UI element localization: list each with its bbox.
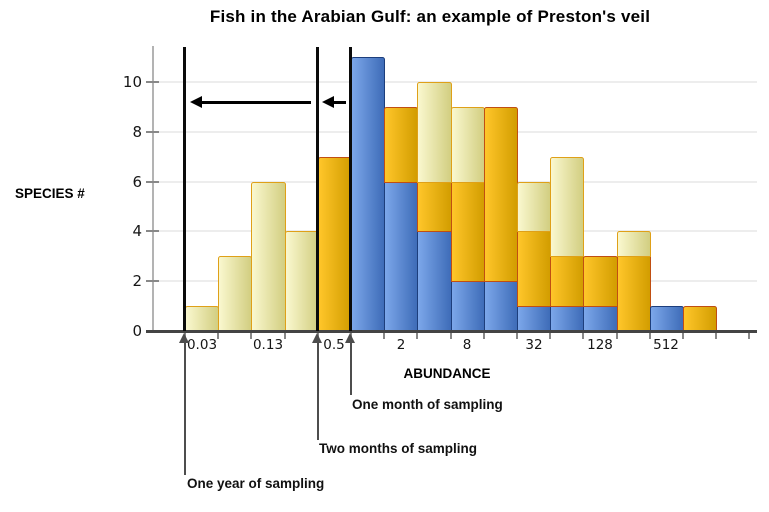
y-axis-title: SPECIES # <box>15 186 85 201</box>
bar-segment-yellow <box>218 256 252 331</box>
x-tick <box>250 333 252 339</box>
annotation-line <box>350 342 352 395</box>
y-tick-label: 0 <box>132 322 142 340</box>
up-arrow-icon <box>345 333 355 343</box>
left-arrow-line <box>200 101 311 104</box>
bar-segment-blue <box>550 306 584 331</box>
veil-line <box>182 47 186 331</box>
bar-segment-orange <box>417 182 452 232</box>
chart-title: Fish in the Arabian Gulf: an example of … <box>209 7 651 26</box>
x-tick-label: 0.5 <box>323 337 345 353</box>
bar-segment-orange <box>550 256 584 307</box>
y-tick-label: 10 <box>122 73 142 91</box>
x-tick <box>715 333 717 339</box>
y-tick-label: 6 <box>132 173 142 191</box>
x-tick-label: 32 <box>525 337 543 353</box>
bar-segment-orange <box>451 182 485 282</box>
bar-segment-yellow <box>185 306 219 331</box>
x-tick-label: 128 <box>587 337 613 353</box>
y-axis-line <box>152 46 154 333</box>
bar-segment-orange <box>384 107 418 183</box>
annotation-line <box>184 342 186 475</box>
up-arrow-icon <box>312 333 322 343</box>
bar-segment-yellow <box>517 182 551 232</box>
veil-line <box>315 47 319 331</box>
x-tick-label: 0.13 <box>252 337 284 353</box>
bar-segment-orange <box>484 107 518 282</box>
bar-segment-blue <box>517 306 551 331</box>
veil-line <box>348 47 352 331</box>
x-tick <box>516 333 518 339</box>
y-tick-label: 2 <box>132 272 142 290</box>
y-tick <box>146 280 159 282</box>
annotation-line <box>317 342 319 440</box>
x-tick <box>748 333 750 339</box>
x-axis-line <box>146 330 757 333</box>
x-tick <box>649 333 651 339</box>
bar-segment-blue <box>484 281 518 331</box>
left-arrow-line <box>332 101 346 104</box>
x-tick-label: 8 <box>462 337 472 353</box>
x-tick-label: 0.03 <box>186 337 218 353</box>
bar-segment-blue <box>650 306 684 331</box>
x-tick <box>217 333 219 339</box>
x-tick <box>616 333 618 339</box>
y-tick-label: 4 <box>132 222 142 240</box>
x-tick-label: 2 <box>396 337 406 353</box>
y-tick-label: 8 <box>132 123 142 141</box>
bar-segment-blue <box>384 182 418 331</box>
bar-segment-orange <box>318 157 352 331</box>
bar-segment-blue <box>351 57 385 331</box>
bar-segment-orange <box>583 256 618 307</box>
bar-segment-yellow <box>285 231 319 331</box>
annotation-two-months: Two months of sampling <box>319 441 477 456</box>
bar-segment-yellow <box>451 107 485 183</box>
bar-segment-blue <box>417 231 452 331</box>
x-tick <box>383 333 385 339</box>
bar-segment-orange <box>617 256 651 331</box>
bar-segment-yellow <box>550 157 584 257</box>
bar-segment-orange <box>683 306 717 331</box>
y-tick <box>146 181 159 183</box>
left-arrow-icon <box>190 96 202 108</box>
x-tick <box>682 333 684 339</box>
bar-segment-yellow <box>617 231 651 257</box>
x-tick <box>582 333 584 339</box>
bar-segment-blue <box>583 306 618 331</box>
annotation-one-year: One year of sampling <box>187 476 325 491</box>
bar-segment-orange <box>517 231 551 307</box>
x-tick <box>416 333 418 339</box>
y-tick <box>146 230 159 232</box>
x-tick <box>483 333 485 339</box>
grid-line <box>153 81 757 83</box>
left-arrow-icon <box>322 96 334 108</box>
annotation-one-month: One month of sampling <box>352 397 503 412</box>
x-axis-title: ABUNDANCE <box>403 366 491 381</box>
x-tick <box>284 333 286 339</box>
x-tick <box>450 333 452 339</box>
bar-segment-yellow <box>251 182 286 331</box>
y-tick <box>146 131 159 133</box>
y-tick <box>146 81 159 83</box>
bar-segment-blue <box>451 281 485 331</box>
x-tick-label: 512 <box>653 337 679 353</box>
x-tick <box>549 333 551 339</box>
up-arrow-icon <box>179 333 189 343</box>
bar-segment-yellow <box>417 82 452 183</box>
